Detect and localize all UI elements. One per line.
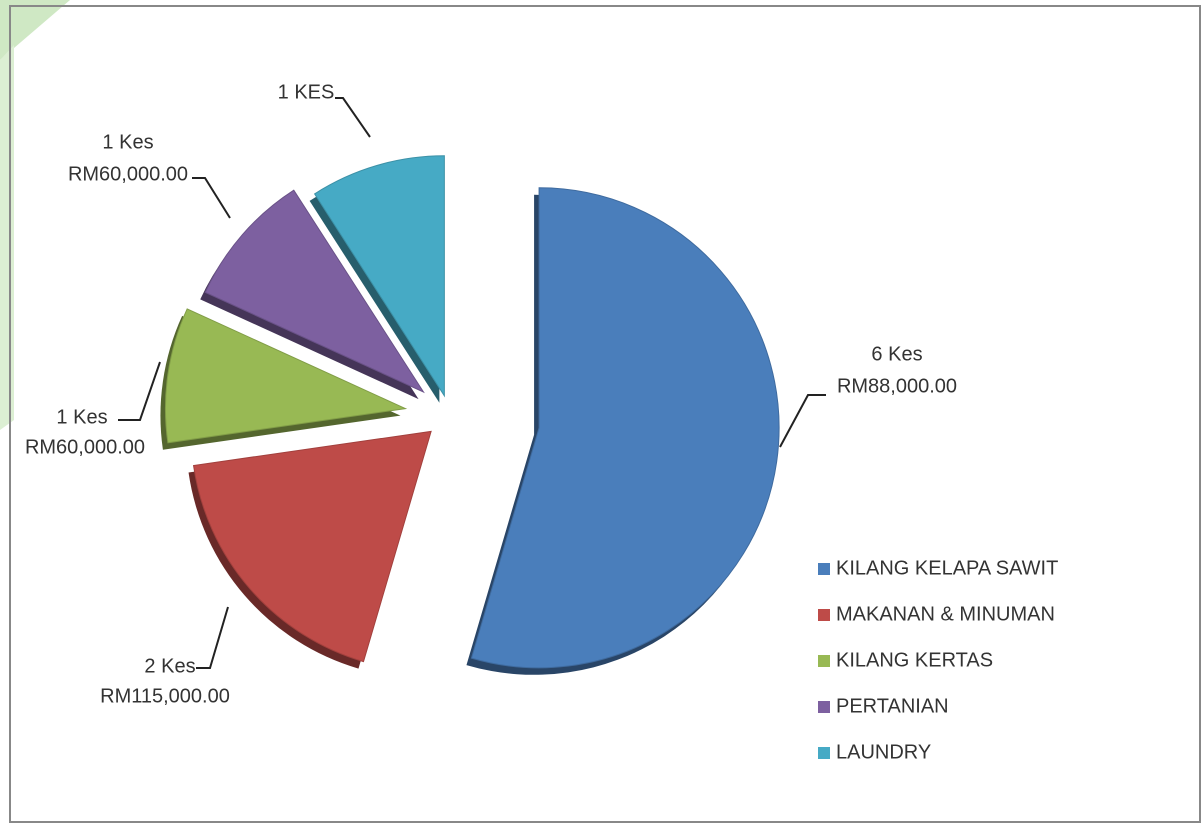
slice [470,187,780,669]
leader-line [192,177,231,219]
legend-label: KILANG KELAPA SAWIT [836,557,1058,579]
data-label: 1 Kes [102,131,153,153]
data-label: RM60,000.00 [68,163,188,185]
legend-swatch [818,747,830,759]
legend-swatch [818,563,830,575]
legend-swatch [818,609,830,621]
legend-label: LAUNDRY [836,741,931,763]
data-label: RM88,000.00 [837,375,957,397]
corner-decoration [0,0,70,60]
data-label: RM60,000.00 [25,436,145,458]
legend-swatch [818,701,830,713]
data-label: 2 Kes [144,655,195,677]
data-label: RM115,000.00 [100,685,230,707]
slice [192,430,432,663]
leader-line [335,97,371,138]
leader-line [118,361,161,421]
side-decoration [0,45,14,430]
frame [9,5,1201,823]
leader-line [196,606,229,669]
data-label: 6 Kes [871,343,922,365]
data-label: 1 Kes [56,406,107,428]
slice [164,308,408,444]
legend-swatch [818,655,830,667]
legend-label: MAKANAN & MINUMAN [836,603,1055,625]
slice [313,155,445,398]
legend-label: KILANG KERTAS [836,649,993,671]
legend-label: PERTANIAN [836,695,949,717]
leader-line [779,394,826,448]
slice [204,189,425,394]
data-label: 1 KES [278,81,335,103]
